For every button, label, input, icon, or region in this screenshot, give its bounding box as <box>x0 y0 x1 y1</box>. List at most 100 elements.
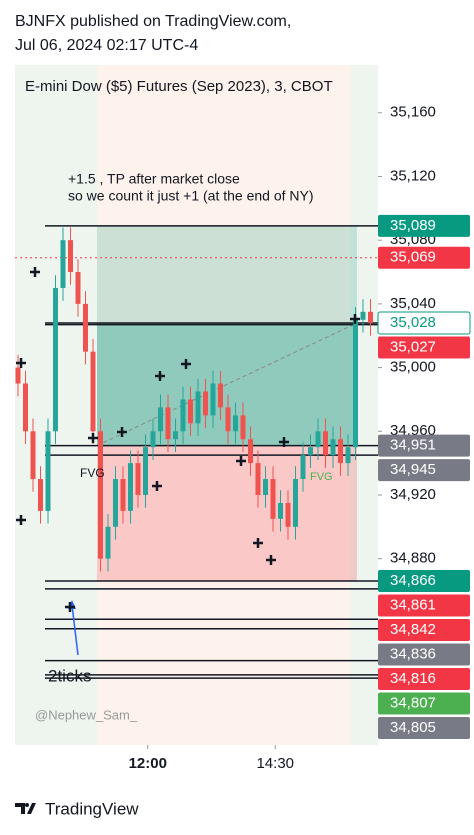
price-label: 35,089 <box>390 217 436 234</box>
price-label-box <box>377 311 471 335</box>
candle-body <box>368 311 373 323</box>
price-label: 35,027 <box>390 338 436 355</box>
marker <box>65 602 75 612</box>
price-label-box <box>378 459 470 482</box>
price-label: 34,842 <box>390 621 436 638</box>
candle-body <box>353 319 358 448</box>
price-label-box <box>378 716 470 739</box>
candle-body <box>173 431 178 440</box>
candle-body <box>255 463 261 495</box>
marker <box>181 359 191 369</box>
price-label: 34,866 <box>390 572 436 589</box>
candle-body <box>270 479 276 519</box>
price-label-box <box>378 214 470 237</box>
price-label: 34,951 <box>390 437 436 454</box>
candle-body <box>83 303 88 352</box>
price-label: 34,805 <box>390 719 436 736</box>
fvg-label: FVG <box>310 471 333 483</box>
candle-body <box>225 407 231 432</box>
plot <box>15 225 378 679</box>
candle-body <box>323 431 328 456</box>
candle-body <box>158 407 163 432</box>
candle-body <box>105 526 111 559</box>
marker <box>117 427 127 437</box>
price-label-box <box>378 336 470 359</box>
candle-body <box>195 391 201 424</box>
logo-dot <box>25 803 29 807</box>
marker <box>253 538 263 548</box>
price-label: 34,836 <box>390 645 436 662</box>
price-label-box <box>378 569 470 592</box>
candle-body <box>233 415 238 432</box>
annotation: +1.5 , TP after market close <box>68 171 240 187</box>
candle-body <box>330 439 336 456</box>
fvg-label: FVG <box>80 466 105 480</box>
y-tick-label: 34,880 <box>390 550 436 567</box>
candle-body <box>180 399 186 432</box>
candle-body <box>135 463 141 495</box>
price-label: 34,945 <box>390 461 436 478</box>
candle-body <box>218 383 223 408</box>
x-tick-label: 14:30 <box>256 755 294 772</box>
candle-body <box>308 447 313 456</box>
y-tick-label: 35,120 <box>390 167 436 184</box>
publisher: BJNFX published on TradingView.com, <box>15 13 291 30</box>
candle-body <box>150 431 156 448</box>
candle-body <box>113 479 118 527</box>
marker <box>16 515 26 525</box>
annotation: so we count it just +1 (at the end of NY… <box>68 188 314 204</box>
watermark: @Nephew_Sam_ <box>35 707 138 722</box>
candle-body <box>53 287 58 432</box>
price-label-box <box>378 692 470 715</box>
price-label-box <box>378 246 470 269</box>
price-label-box <box>378 434 470 457</box>
publish-date: Jul 06, 2024 02:17 UTC-4 <box>15 37 198 54</box>
candle-body <box>263 479 268 495</box>
marker <box>266 555 276 565</box>
logo <box>15 803 36 814</box>
chart-title: E-mini Dow ($5) Futures (Sep 2023), 3, C… <box>25 78 333 95</box>
marker <box>30 267 40 277</box>
candle-body <box>165 407 171 440</box>
candle-body <box>188 399 193 424</box>
annotation: 2ticks <box>48 666 91 685</box>
y-tick-label: 35,000 <box>390 359 436 376</box>
marker <box>236 456 246 466</box>
marker <box>155 371 165 381</box>
candle-body <box>285 502 291 527</box>
candle-body <box>30 431 36 480</box>
candle-body <box>338 439 343 464</box>
candle-body <box>98 431 103 559</box>
candle-body <box>128 463 133 511</box>
candle-body <box>75 272 81 304</box>
marker <box>16 358 26 368</box>
candle-body <box>300 455 306 480</box>
candle-body <box>248 439 253 464</box>
marker <box>350 314 360 324</box>
price-label-box <box>378 594 470 617</box>
brand: TradingView <box>45 799 139 818</box>
marker <box>152 481 162 491</box>
y-tick-label: 35,160 <box>390 104 436 121</box>
candle-body <box>38 479 43 511</box>
candle-body <box>278 502 283 519</box>
candle-body <box>68 240 73 273</box>
price-label: 34,807 <box>390 694 436 711</box>
candle-body <box>120 479 126 511</box>
candle-body <box>143 447 148 495</box>
y-tick-label: 34,920 <box>390 486 436 503</box>
price-label: 35,069 <box>390 249 436 266</box>
candle-body <box>45 431 51 511</box>
price-label: 35,028 <box>390 314 436 331</box>
marker <box>279 437 289 447</box>
y-tick-label: 35,040 <box>390 295 436 312</box>
price-label: 34,816 <box>390 670 436 687</box>
x-tick-label: 12:00 <box>129 755 167 772</box>
arrow <box>71 604 79 656</box>
marker <box>88 433 98 443</box>
progress-line <box>96 322 358 447</box>
price-label-box <box>378 618 470 641</box>
candle-body <box>15 367 21 384</box>
price-label-box <box>378 643 470 666</box>
